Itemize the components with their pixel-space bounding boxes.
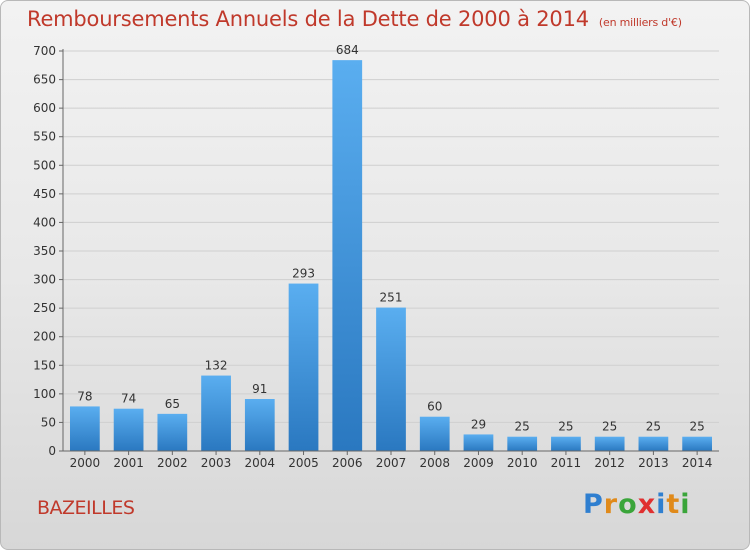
y-tick-label: 450 bbox=[33, 187, 56, 201]
x-tick-label: 2014 bbox=[682, 456, 713, 470]
y-tick-label: 700 bbox=[33, 44, 56, 58]
x-tick-label: 2010 bbox=[507, 456, 538, 470]
bar-2010 bbox=[507, 436, 538, 451]
logo-letter: r bbox=[603, 489, 619, 520]
y-tick-label: 650 bbox=[33, 73, 56, 87]
x-tick-label: 2002 bbox=[157, 456, 188, 470]
bar-value-label: 132 bbox=[205, 359, 228, 373]
x-tick-label: 2000 bbox=[70, 456, 101, 470]
bar-2009 bbox=[463, 434, 494, 451]
y-tick-label: 50 bbox=[41, 415, 56, 429]
x-tick-label: 2011 bbox=[551, 456, 582, 470]
bar-value-label: 29 bbox=[471, 417, 486, 431]
bar-value-label: 91 bbox=[252, 382, 267, 396]
bar-value-label: 74 bbox=[121, 392, 136, 406]
bar-2006 bbox=[332, 60, 363, 452]
bar-2003 bbox=[201, 375, 231, 451]
bar-2011 bbox=[551, 436, 581, 451]
bar-value-label: 60 bbox=[427, 400, 442, 414]
x-tick-label: 2007 bbox=[376, 456, 407, 470]
y-tick-label: 300 bbox=[33, 273, 56, 287]
x-tick-label: 2009 bbox=[463, 456, 494, 470]
town-name: BAZEILLES bbox=[37, 497, 135, 519]
bar-value-label: 251 bbox=[380, 291, 403, 305]
bar-2008 bbox=[419, 416, 450, 451]
y-tick-label: 100 bbox=[33, 387, 56, 401]
bar-2014 bbox=[682, 436, 713, 451]
bar-value-label: 293 bbox=[292, 267, 315, 281]
logo-letter: i bbox=[656, 489, 667, 520]
bar-value-label: 25 bbox=[646, 420, 661, 434]
chart-title: Remboursements Annuels de la Dette de 20… bbox=[27, 7, 682, 31]
proxiti-logo[interactable]: Proxiti bbox=[583, 489, 691, 520]
x-tick-label: 2008 bbox=[419, 456, 450, 470]
bar-2004 bbox=[244, 399, 275, 451]
x-tick-label: 2005 bbox=[288, 456, 319, 470]
bar-2002 bbox=[157, 413, 188, 451]
bar-value-label: 78 bbox=[77, 389, 92, 403]
x-tick-label: 2012 bbox=[594, 456, 625, 470]
unit-note: (en milliers d'€) bbox=[598, 16, 682, 29]
logo-letter: P bbox=[583, 489, 604, 520]
logo-letter: i bbox=[680, 489, 691, 520]
x-tick-label: 2004 bbox=[245, 456, 276, 470]
bar-value-label: 25 bbox=[602, 420, 617, 434]
bar-value-label: 25 bbox=[515, 420, 530, 434]
y-tick-label: 200 bbox=[33, 330, 56, 344]
bar-2001 bbox=[113, 408, 144, 451]
bar-value-label: 25 bbox=[558, 420, 573, 434]
y-tick-label: 350 bbox=[33, 244, 56, 258]
bar-value-label: 65 bbox=[165, 397, 180, 411]
x-tick-label: 2003 bbox=[201, 456, 232, 470]
x-tick-label: 2001 bbox=[113, 456, 144, 470]
bar-value-label: 684 bbox=[336, 43, 359, 57]
y-tick-label: 600 bbox=[33, 101, 56, 115]
logo-letter: t bbox=[666, 489, 681, 520]
bar-2005 bbox=[288, 283, 319, 451]
logo-letter: o bbox=[618, 489, 638, 520]
x-tick-label: 2013 bbox=[638, 456, 669, 470]
bar-2007 bbox=[376, 307, 406, 451]
logo-letter: x bbox=[637, 489, 657, 520]
y-tick-label: 400 bbox=[33, 215, 56, 229]
bar-2012 bbox=[594, 436, 625, 451]
bar-2013 bbox=[638, 436, 669, 451]
y-tick-label: 500 bbox=[33, 158, 56, 172]
y-tick-label: 250 bbox=[33, 301, 56, 315]
bar-value-label: 25 bbox=[689, 420, 704, 434]
chart-title-text: Remboursements Annuels de la Dette de 20… bbox=[27, 7, 589, 31]
y-tick-label: 0 bbox=[48, 444, 56, 458]
bar-2000 bbox=[69, 406, 100, 451]
y-tick-label: 550 bbox=[33, 130, 56, 144]
x-tick-label: 2006 bbox=[332, 456, 363, 470]
y-tick-label: 150 bbox=[33, 358, 56, 372]
